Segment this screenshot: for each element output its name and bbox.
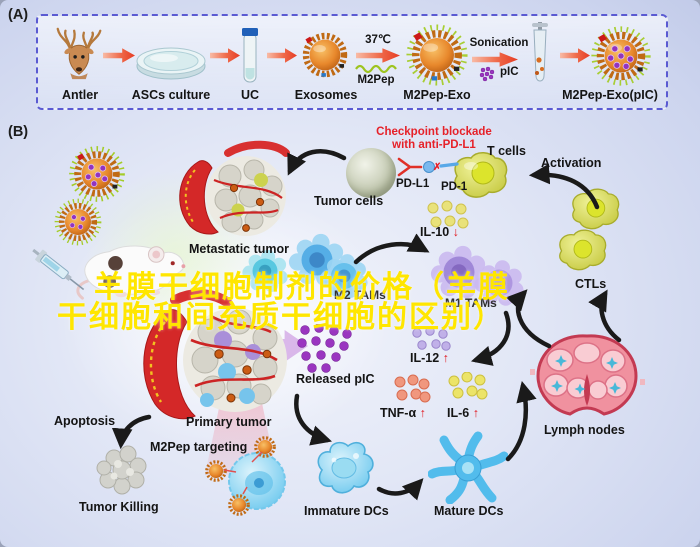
il12-label: IL-12 ↑ xyxy=(410,351,449,365)
m2pep-squiggle-icon xyxy=(354,64,398,74)
petri-dish-icon xyxy=(134,42,208,82)
il6-name: IL-6 xyxy=(447,406,470,420)
mini-exosome-icon xyxy=(203,458,229,484)
sonication-tube-icon xyxy=(524,22,556,92)
mini-exosome-icon xyxy=(252,434,278,460)
step-label-antler: Antler xyxy=(61,88,99,102)
ctls-label: CTLs xyxy=(575,277,607,291)
arrow-tumorcells-to-metastatic xyxy=(287,149,347,176)
arrow-mature-dc-to-lymph xyxy=(505,380,537,462)
arrow-immature-to-mature-dc xyxy=(376,478,424,501)
m1-tam-cell-icon xyxy=(428,244,490,300)
metastatic-tumor-label: Metastatic tumor xyxy=(188,242,290,256)
lymph-nodes-label: Lymph nodes xyxy=(544,423,625,437)
watermark-line2: 干细胞和间充质干细胞的区别） xyxy=(57,301,505,334)
step-label-uc: UC xyxy=(240,88,260,102)
mature-dc-icon xyxy=(428,428,508,504)
mature-dcs-label: Mature DCs xyxy=(434,504,504,518)
tumor-killing-label: Tumor Killing xyxy=(79,500,159,514)
pd-1-label: PD-1 xyxy=(441,181,468,193)
pd-l1-label: PD-L1 xyxy=(396,178,430,190)
il10-dots-icon xyxy=(424,200,472,232)
centrifuge-tube-icon xyxy=(237,26,263,86)
immature-dc-icon xyxy=(310,436,380,500)
checkpoint-label-line2: with anti-PD-L1 xyxy=(392,139,476,151)
sonication-label: Sonication xyxy=(469,37,529,49)
targeted-macrophage-icon xyxy=(224,448,290,514)
anti-pd-l1-antibody-icon xyxy=(397,156,459,180)
apoptosis-label: Apoptosis xyxy=(54,414,116,428)
exosome-icon xyxy=(296,26,354,84)
activation-label: Activation xyxy=(541,156,602,170)
step-label-m2pep-exo: M2Pep-Exo xyxy=(403,88,471,102)
mini-exosome-icon xyxy=(226,492,252,518)
pic-label: pIC xyxy=(500,66,519,78)
ctl-cell-icon xyxy=(552,226,612,274)
step-label-exosomes: Exosomes xyxy=(294,88,358,102)
m2pep-targeting-label: M2Pep targeting xyxy=(150,440,248,454)
panel-a-tag: (A) xyxy=(8,7,29,23)
tnf-label: TNF-α ↑ xyxy=(380,406,426,420)
panel-b-tag: (B) xyxy=(8,124,29,140)
il12-name: IL-12 xyxy=(410,351,440,365)
m2pep-label: M2Pep xyxy=(357,74,395,86)
blocked-x-mark: ✗ xyxy=(433,162,442,173)
step-label-m2pep-exo-pic: M2Pep-Exo(pIC) xyxy=(562,88,658,102)
il10-label: IL-10 ↓ xyxy=(420,225,459,239)
tnf-dots-icon xyxy=(391,374,431,404)
m2pep-exosome-pic-icon xyxy=(588,23,654,89)
lymph-nodes-icon xyxy=(530,330,645,422)
deer-antler-icon xyxy=(50,24,108,82)
immature-dcs-label: Immature DCs xyxy=(304,504,389,518)
il6-label: IL-6 ↑ xyxy=(447,406,479,420)
tumor-cells-icon xyxy=(346,148,396,198)
t-cell-icon xyxy=(447,148,513,202)
il6-direction-arrow: ↑ xyxy=(472,406,479,420)
m2pep-exosome-icon xyxy=(403,21,471,89)
il10-name: IL-10 xyxy=(420,225,450,239)
dead-tumor-cell-icon xyxy=(94,444,150,496)
metastatic-tumor-icon xyxy=(168,140,298,244)
primary-tumor-label: Primary tumor xyxy=(186,415,272,429)
il12-dots-icon xyxy=(410,326,452,354)
released-pic-label: Released pIC xyxy=(296,372,375,386)
m1-tams-label: M1 TAMs xyxy=(445,296,497,310)
t-cells-label: T cells xyxy=(487,144,526,158)
tumor-cells-label: Tumor cells xyxy=(314,194,384,208)
tnf-direction-arrow: ↑ xyxy=(419,406,426,420)
il12-direction-arrow: ↑ xyxy=(442,351,449,365)
temperature-label: 37℃ xyxy=(365,34,391,46)
checkpoint-label-line1: Checkpoint blockade xyxy=(376,126,492,138)
step-label-ascs-culture: ASCs culture xyxy=(131,88,211,102)
il10-direction-arrow: ↓ xyxy=(452,225,459,239)
pic-dots-icon xyxy=(479,66,496,83)
il6-dots-icon xyxy=(446,372,488,402)
tnf-name: TNF-α xyxy=(380,406,417,420)
